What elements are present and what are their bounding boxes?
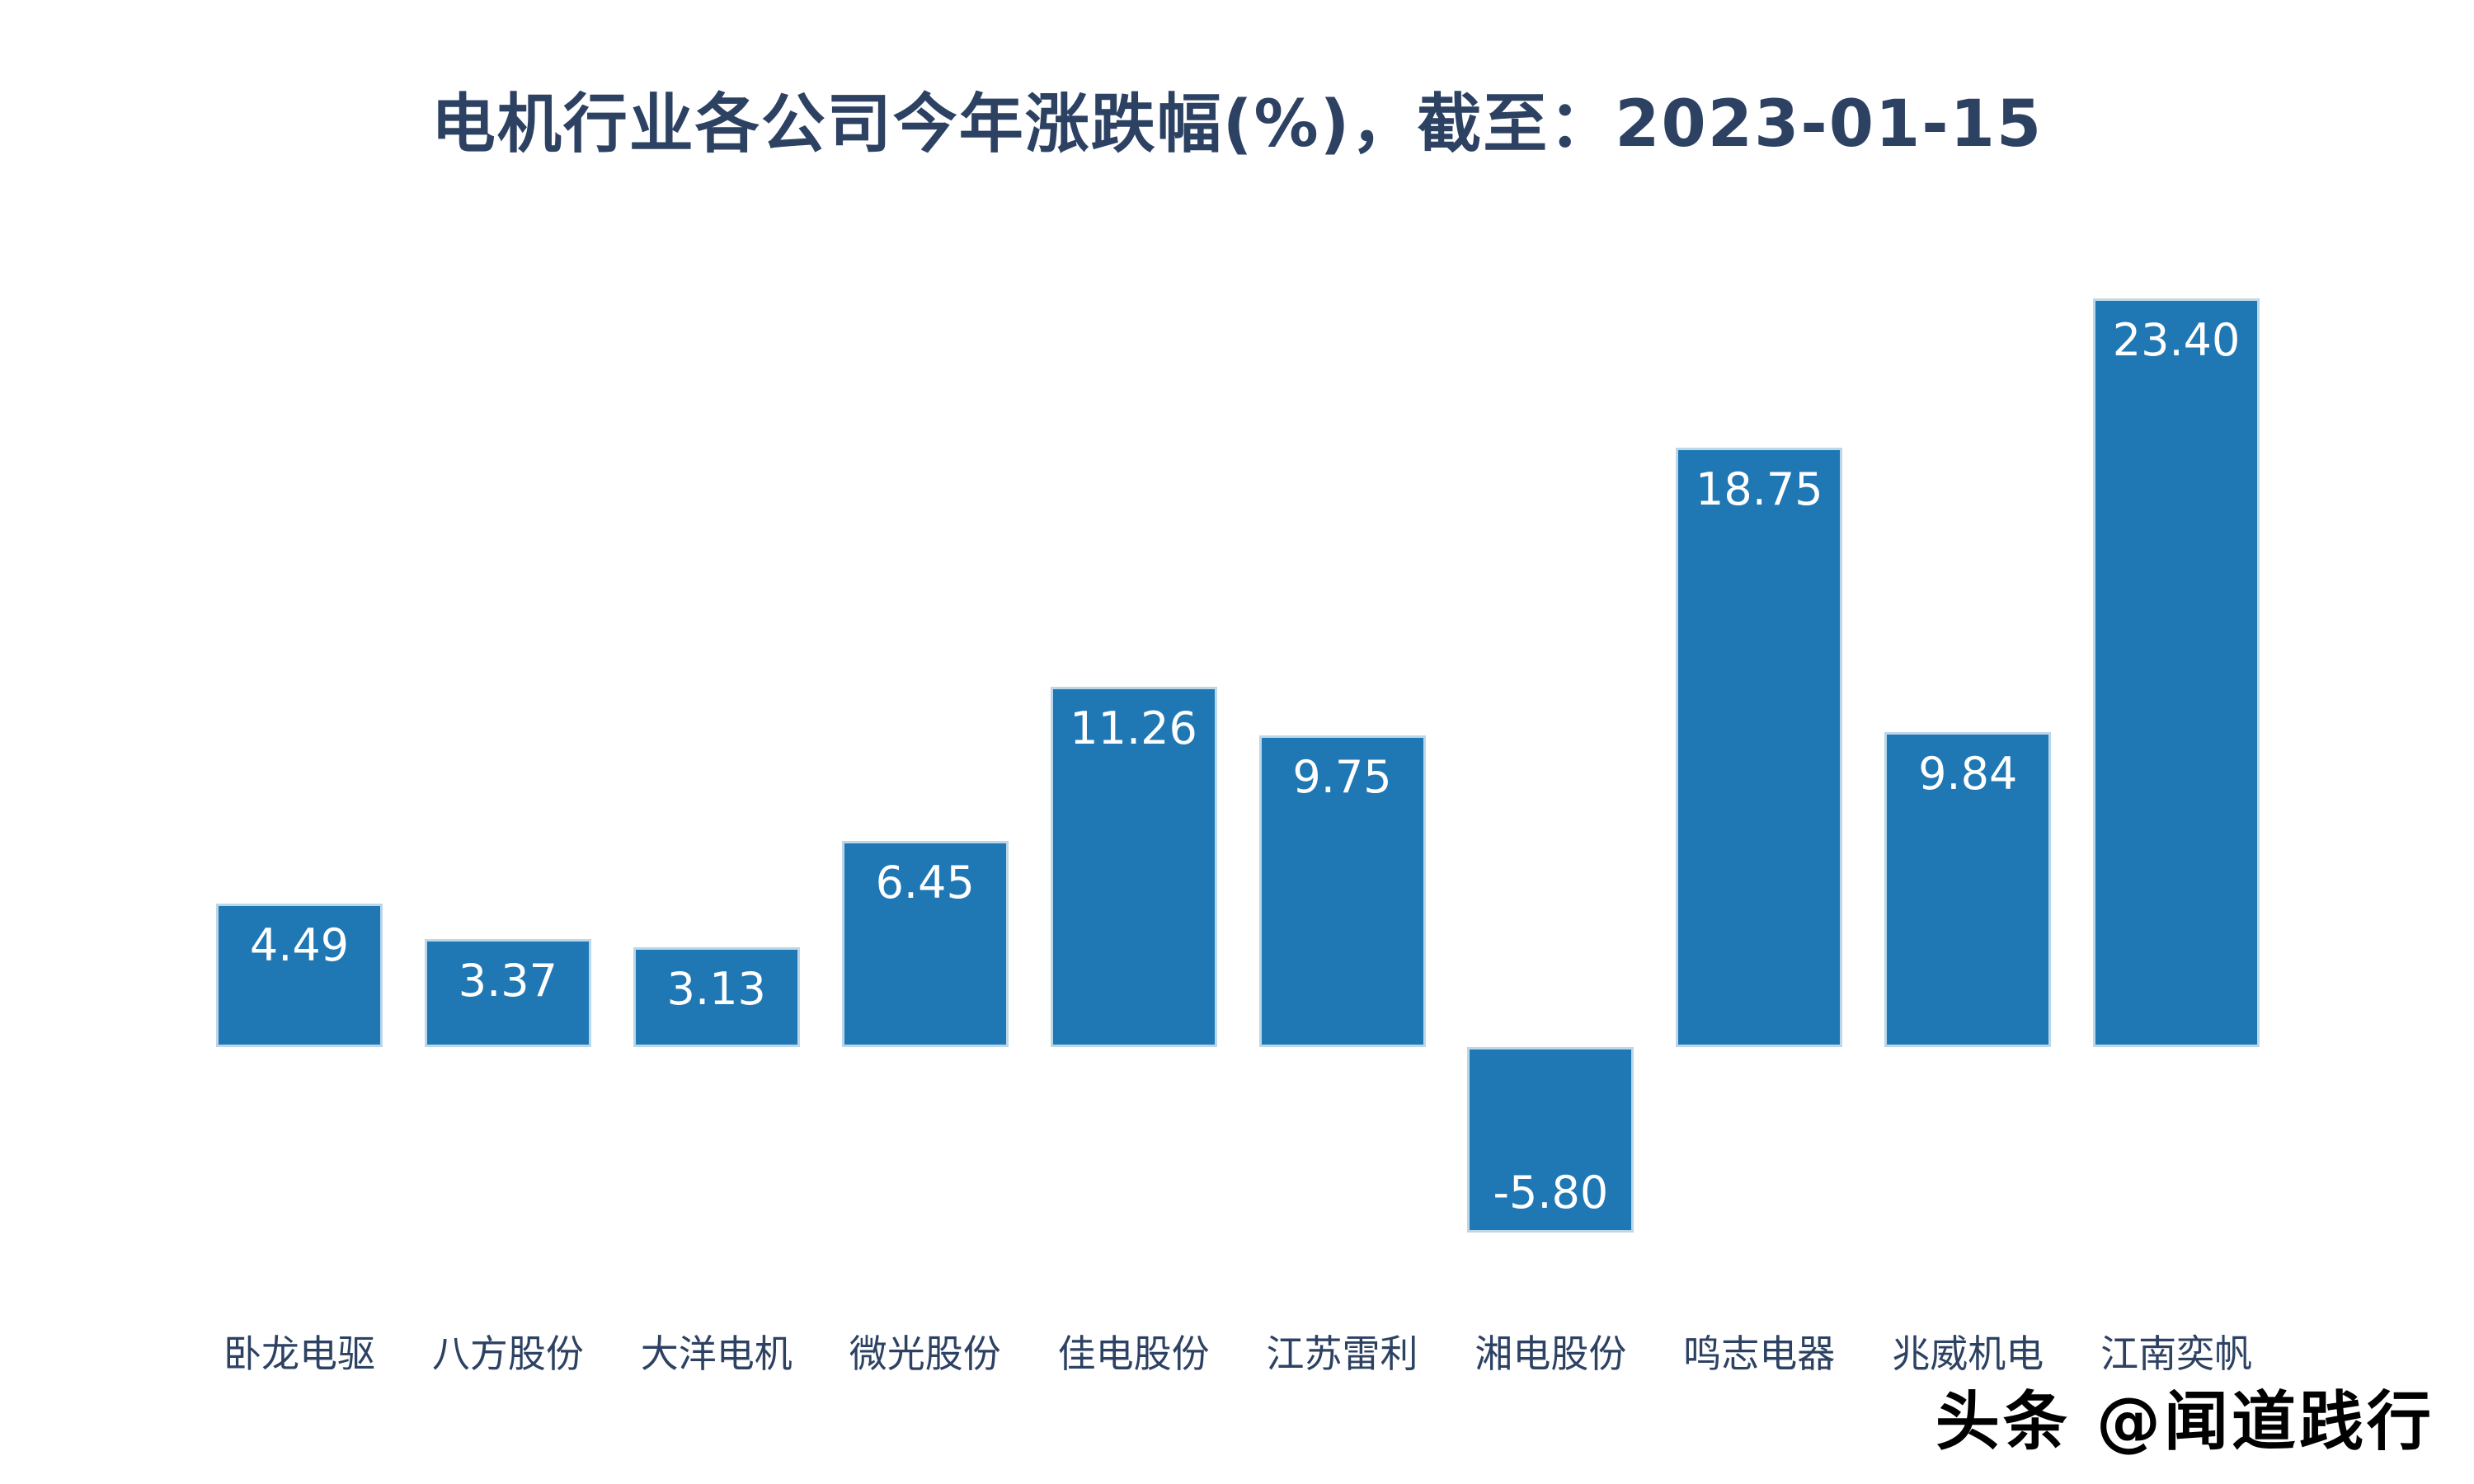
bar: 11.26: [1050, 687, 1217, 1047]
bar: 3.13: [633, 946, 800, 1047]
category-label: 鸣志电器: [1683, 1331, 1836, 1376]
bar-value-label: 9.84: [1918, 748, 2018, 801]
bar: 9.75: [1258, 735, 1426, 1047]
category-label: 江南奕帆: [2100, 1331, 2253, 1376]
bar-value-label: 18.75: [1696, 463, 1823, 515]
bar: 23.40: [2093, 298, 2260, 1047]
category-label: 卧龙电驱: [223, 1331, 375, 1376]
category-label: 湘电股份: [1475, 1331, 1627, 1376]
bar: 3.37: [424, 939, 591, 1047]
bar: 6.45: [841, 840, 1009, 1047]
bar-value-label: 6.45: [875, 856, 975, 909]
category-label: 八方股份: [431, 1331, 584, 1376]
watermark: 头条 @闻道践行: [1935, 1385, 2434, 1459]
bar-value-label: 3.13: [666, 962, 766, 1015]
bar-value-label: 11.26: [1070, 702, 1197, 755]
bar-value-label: 9.75: [1292, 750, 1392, 803]
category-label: 兆威机电: [1892, 1331, 2044, 1376]
category-label: 江苏雷利: [1266, 1331, 1418, 1376]
chart-title: 电机行业各公司今年涨跌幅(%)，截至：2023-01-15: [430, 87, 2044, 162]
bar: -5.80: [1467, 1047, 1634, 1233]
bar-value-label: 3.37: [458, 955, 557, 1007]
bar-value-label: 23.40: [2112, 314, 2241, 367]
bar-value-label: -5.80: [1493, 1167, 1609, 1219]
category-label: 大洋电机: [640, 1331, 793, 1376]
bar: 9.84: [1884, 732, 2052, 1047]
bar: 18.75: [1676, 447, 1843, 1047]
bar: 4.49: [216, 903, 383, 1047]
category-label: 佳电股份: [1057, 1331, 1210, 1376]
bar-value-label: 4.49: [249, 918, 350, 971]
category-label: 微光股份: [849, 1331, 1001, 1376]
